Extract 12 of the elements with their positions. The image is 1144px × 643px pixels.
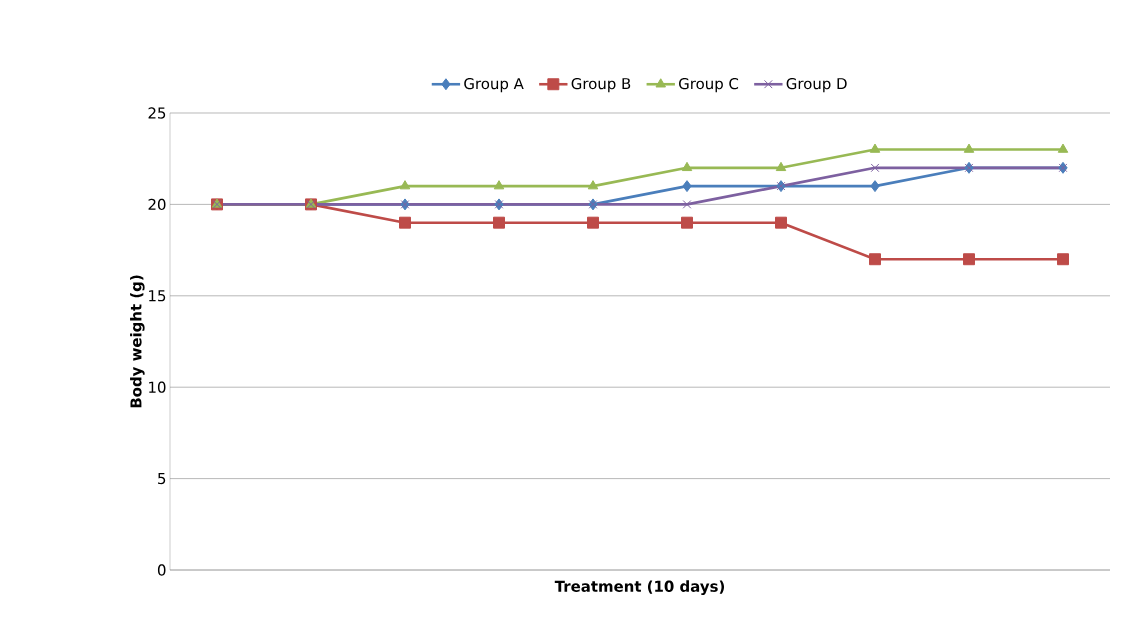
y-tick-label: 5 <box>158 473 166 485</box>
y-tick-label: 10 <box>149 381 166 393</box>
legend-label: Group B <box>571 77 631 93</box>
y-tick-label: 20 <box>148 198 166 211</box>
y-tick-label: 15 <box>149 290 166 302</box>
y-tick-label: 0 <box>157 564 166 576</box>
x-axis-title: Treatment (10 days) <box>554 580 725 595</box>
legend-label: Group C <box>679 77 739 93</box>
y-axis-title: Body weight (g) <box>130 275 145 408</box>
legend-label: Group D <box>786 77 847 93</box>
y-tick-label: 25 <box>148 107 166 119</box>
legend-label: Group A <box>464 77 524 93</box>
